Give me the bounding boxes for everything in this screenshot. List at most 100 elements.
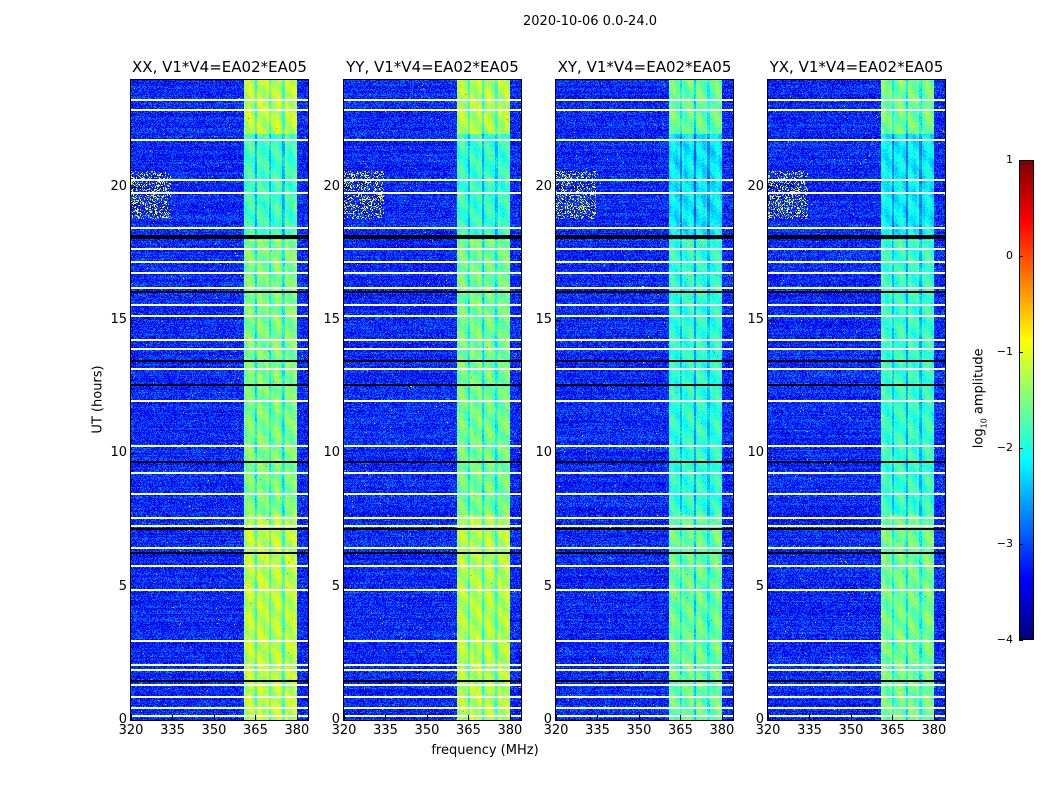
y-tick-label: 15 xyxy=(323,312,340,327)
y-tick-label: 10 xyxy=(110,445,127,461)
y-tick-label: 20 xyxy=(323,178,340,194)
y-tick-mark xyxy=(768,586,773,588)
x-tick-label: 365 xyxy=(880,723,905,738)
y-tick-label: 15 xyxy=(535,312,552,327)
heatmap xyxy=(131,80,308,720)
x-tick-mark xyxy=(597,715,599,720)
x-tick-mark xyxy=(809,715,811,720)
colorbar-tick-label: −2 xyxy=(996,441,1013,454)
y-tick-mark xyxy=(344,586,349,588)
y-tick-label: 20 xyxy=(535,178,552,194)
x-tick-label: 350 xyxy=(201,723,227,738)
panel-title: YY, V1*V4=EA02*EA05 xyxy=(346,58,519,76)
x-tick-mark xyxy=(850,715,852,720)
x-tick-label: 335 xyxy=(160,723,185,738)
y-tick-mark xyxy=(768,320,773,321)
colorbar-gradient xyxy=(1020,161,1033,639)
x-tick-mark xyxy=(638,715,640,720)
x-axis-label: frequency (MHz) xyxy=(431,743,539,758)
x-tick-label: 320 xyxy=(755,723,781,738)
x-tick-mark xyxy=(509,715,511,720)
x-tick-mark xyxy=(892,715,894,720)
x-tick-label: 365 xyxy=(668,723,693,738)
y-tick-label: 5 xyxy=(331,578,340,594)
x-tick-mark xyxy=(344,715,345,720)
colorbar-tick-label: 0 xyxy=(1006,249,1013,262)
y-tick-label: 0 xyxy=(755,712,764,727)
x-tick-label: 365 xyxy=(456,723,481,738)
colorbar-tick-label: −3 xyxy=(996,537,1013,550)
y-tick-mark xyxy=(131,586,136,588)
x-tick-label: 350 xyxy=(414,723,440,738)
figure-title: 2020-10-06 0.0-24.0 xyxy=(523,14,657,29)
y-tick-mark xyxy=(556,186,561,188)
x-tick-label: 380 xyxy=(497,723,523,738)
y-tick-mark xyxy=(131,320,136,321)
y-tick-label: 10 xyxy=(323,445,340,461)
heatmap xyxy=(556,80,733,720)
colorbar-tick-label: −1 xyxy=(996,345,1013,358)
x-tick-label: 380 xyxy=(709,723,735,738)
x-tick-mark xyxy=(213,715,215,720)
x-tick-mark xyxy=(721,715,723,720)
heatmap xyxy=(344,80,521,720)
x-tick-label: 320 xyxy=(331,723,357,738)
y-tick-label: 5 xyxy=(543,578,552,594)
panel-yx: YX, V1*V4=EA02*EA05 xyxy=(767,58,946,721)
colorbar-tick-mark xyxy=(1019,352,1023,353)
y-tick-label: 0 xyxy=(118,712,127,727)
panel-xx: XX, V1*V4=EA02*EA05 xyxy=(130,58,309,721)
colorbar-label-sub: 10 xyxy=(979,418,989,429)
panel-title: XX, V1*V4=EA02*EA05 xyxy=(132,58,307,76)
colorbar xyxy=(1019,160,1034,640)
y-tick-mark xyxy=(556,586,561,588)
x-tick-label: 335 xyxy=(585,723,610,738)
colorbar-tick-label: 1 xyxy=(1006,153,1013,166)
x-tick-label: 320 xyxy=(543,723,569,738)
colorbar-label-prefix: log xyxy=(971,428,987,449)
y-tick-mark xyxy=(344,186,349,188)
panel-title: XY, V1*V4=EA02*EA05 xyxy=(557,58,732,76)
y-tick-mark xyxy=(556,720,561,721)
y-tick-label: 20 xyxy=(747,178,764,194)
x-tick-label: 350 xyxy=(626,723,652,738)
y-tick-mark xyxy=(768,453,773,455)
y-tick-mark xyxy=(556,320,561,321)
colorbar-label-suffix: amplitude xyxy=(971,348,987,419)
x-tick-mark xyxy=(296,715,298,720)
y-tick-mark xyxy=(344,453,349,455)
panel-xy: XY, V1*V4=EA02*EA05 xyxy=(555,58,734,721)
x-tick-label: 365 xyxy=(243,723,268,738)
x-tick-label: 335 xyxy=(373,723,398,738)
colorbar-label: log10 amplitude xyxy=(972,343,989,453)
x-tick-mark xyxy=(385,715,387,720)
x-tick-label: 320 xyxy=(118,723,144,738)
colorbar-tick-label: −4 xyxy=(996,633,1013,646)
y-tick-label: 5 xyxy=(118,578,127,594)
y-tick-mark xyxy=(131,186,136,188)
x-tick-mark xyxy=(556,715,557,720)
x-tick-mark xyxy=(768,715,769,720)
x-tick-label: 350 xyxy=(838,723,864,738)
y-tick-label: 5 xyxy=(755,578,764,594)
y-tick-mark xyxy=(131,453,136,455)
y-axis-label: UT (hours) xyxy=(90,365,106,434)
y-tick-mark xyxy=(768,720,773,721)
x-tick-mark xyxy=(172,715,174,720)
colorbar-tick-mark xyxy=(1019,256,1023,257)
x-tick-label: 380 xyxy=(921,723,947,738)
colorbar-tick-mark xyxy=(1019,544,1023,545)
colorbar-tick-mark xyxy=(1019,160,1023,161)
y-tick-mark xyxy=(131,720,136,721)
y-tick-mark xyxy=(556,453,561,455)
x-tick-mark xyxy=(933,715,935,720)
colorbar-tick-mark xyxy=(1019,448,1023,449)
y-tick-mark xyxy=(768,186,773,188)
x-tick-mark xyxy=(131,715,132,720)
x-tick-mark xyxy=(680,715,682,720)
y-tick-label: 15 xyxy=(747,312,764,327)
x-tick-mark xyxy=(426,715,428,720)
y-tick-mark xyxy=(344,320,349,321)
y-tick-mark xyxy=(344,720,349,721)
